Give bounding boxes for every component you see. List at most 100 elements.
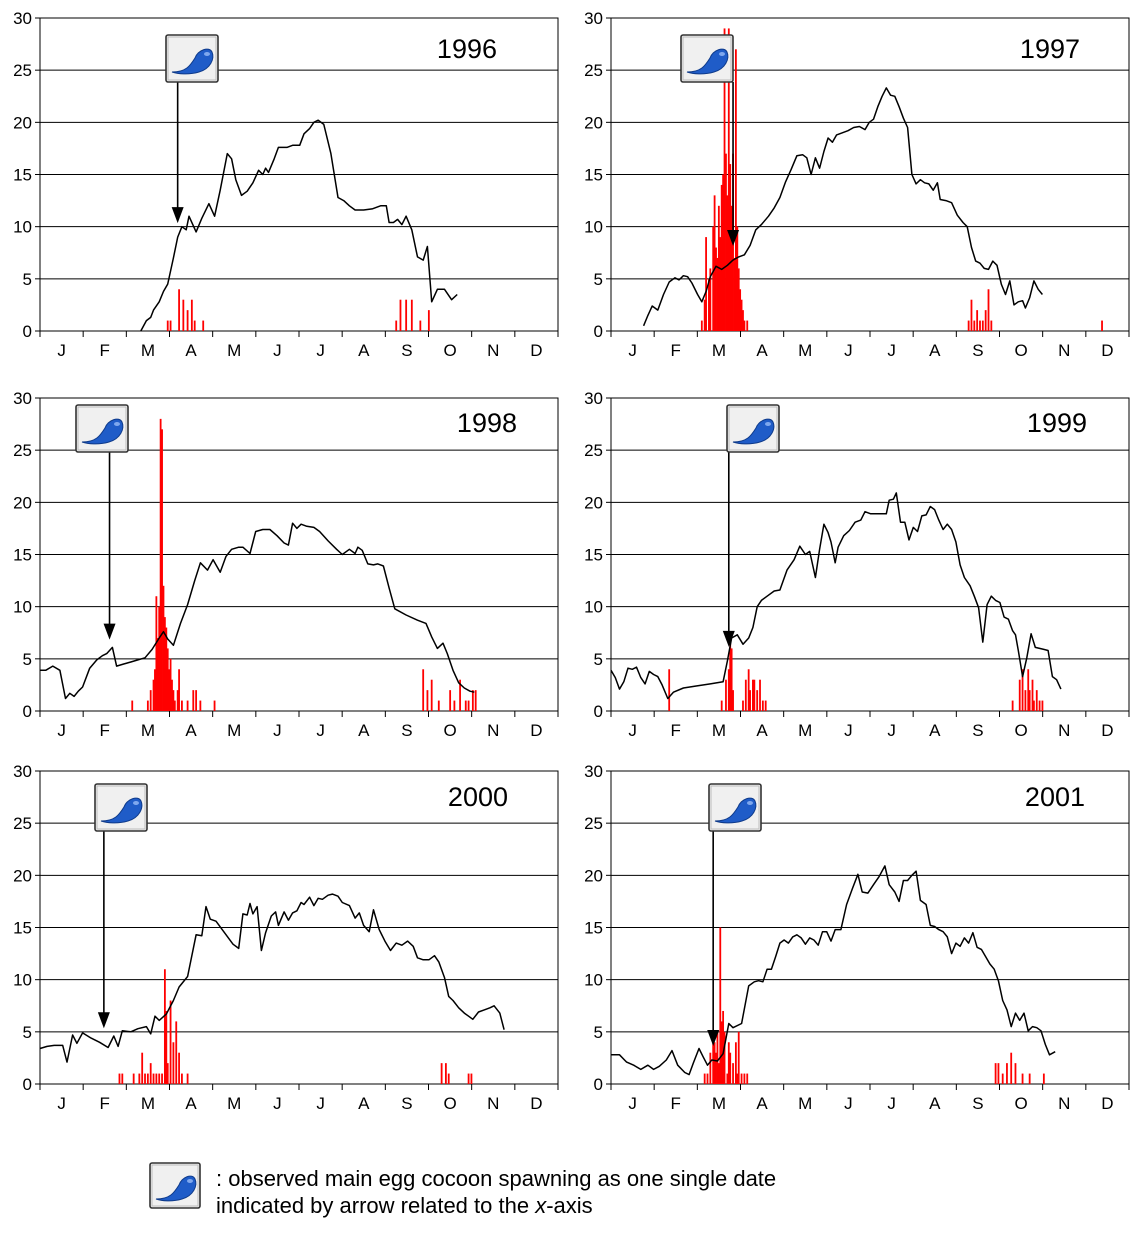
spawning-bar [176, 690, 179, 711]
spawning-bar [736, 226, 739, 331]
spawning-bar [447, 1073, 450, 1084]
spawning-bar [708, 278, 710, 331]
spawning-bar [987, 289, 990, 331]
y-tick-label: 25 [584, 814, 603, 833]
temperature-line [40, 522, 475, 700]
icon-frame [680, 34, 734, 83]
month-label: A [756, 341, 768, 360]
spawning-bar [437, 700, 440, 711]
spawning-bar [727, 28, 730, 332]
spawning-bar [737, 268, 740, 331]
icon-inner-frame [682, 36, 732, 81]
spawning-bar [729, 637, 732, 711]
spawning-bar [740, 1073, 743, 1084]
month-label: O [1014, 341, 1027, 360]
month-label: M [798, 1094, 812, 1113]
month-label: A [185, 721, 197, 740]
spawning-bar [161, 429, 163, 711]
spawning-bar [716, 1031, 719, 1084]
month-label: J [628, 721, 637, 740]
spawning-bar [725, 679, 727, 711]
spawning-bar [756, 690, 759, 711]
y-tick-label: 15 [584, 546, 603, 565]
spawning-bar [181, 1073, 183, 1084]
spawning-bar [449, 690, 452, 711]
spawning-bar [1010, 1052, 1013, 1084]
month-label: A [358, 1094, 370, 1113]
month-label: A [185, 341, 197, 360]
spawning-bar [764, 700, 767, 711]
spawning-bar [749, 690, 751, 711]
month-label: M [141, 341, 155, 360]
month-label: S [972, 721, 983, 740]
month-label: J [273, 1094, 282, 1113]
spawning-bar [202, 320, 205, 331]
month-label: S [972, 1094, 983, 1113]
icon-inner-frame [710, 785, 760, 830]
spawning-bar [734, 49, 737, 332]
temperature-line [611, 865, 1056, 1076]
chart-1998: 0 5 10 15 20 25 30 J F M A M J J A S O N D 1998 [13, 389, 559, 740]
spawning-bar [1006, 1063, 1008, 1084]
spawning-bar [467, 700, 470, 711]
spawning-bar [1033, 700, 1035, 711]
spawning-arrow-head [707, 1030, 720, 1047]
y-tick-label: 20 [584, 866, 603, 885]
spawning-bar [161, 1073, 163, 1084]
spawning-bar [146, 1073, 149, 1084]
month-label: D [530, 721, 542, 740]
month-label: F [100, 1094, 110, 1113]
cocoon-shape [686, 48, 729, 75]
spawning-bar [155, 1073, 158, 1084]
cocoon-shape [732, 418, 775, 445]
spawning-bar [713, 195, 716, 331]
chart-2001: 0 5 10 15 20 25 30 J F M A M J J A S O N D 2001 [584, 762, 1130, 1113]
y-tick-label: 25 [13, 814, 32, 833]
egg-cocoon-icon [75, 404, 129, 453]
spawning-bar [717, 1063, 720, 1084]
month-label: S [401, 341, 412, 360]
spawning-bar [163, 969, 166, 1084]
spawning-bar [722, 174, 725, 331]
y-tick-label: 5 [23, 1023, 32, 1042]
spawning-bar [976, 310, 979, 331]
spawning-bar [761, 700, 764, 711]
spawning-bar [1027, 669, 1030, 711]
month-label: D [1101, 341, 1113, 360]
spawning-bar [178, 1052, 180, 1084]
spawning-bar [1028, 1073, 1031, 1084]
y-tick-label: 30 [13, 9, 32, 28]
spawning-bar [426, 690, 429, 711]
y-tick-label: 15 [584, 919, 603, 938]
spawning-bar [430, 679, 433, 711]
month-label: J [273, 721, 282, 740]
cocoon-highlight [747, 801, 753, 805]
icon-inner-frame [77, 406, 127, 451]
spawning-bar [186, 310, 189, 331]
spawning-bar [759, 679, 761, 711]
spawning-bar [712, 226, 715, 331]
spawning-bar [149, 690, 152, 711]
month-label: N [1058, 721, 1070, 740]
y-tick-label: 5 [594, 650, 603, 669]
spawning-bar [973, 320, 976, 331]
cocoon-shape [714, 797, 757, 824]
month-label: M [227, 341, 241, 360]
spawning-bar [727, 669, 730, 711]
spawning-bar [199, 700, 202, 711]
spawning-bar [740, 299, 743, 331]
spawning-bar [470, 1073, 473, 1084]
month-label: F [671, 341, 681, 360]
month-label: M [712, 721, 726, 740]
spawning-bar [471, 690, 474, 711]
month-label: D [530, 341, 542, 360]
spawning-bar [997, 1063, 1000, 1084]
spawning-bar [144, 1073, 146, 1084]
temperature-line [610, 492, 1062, 700]
spawning-bar [716, 257, 719, 331]
spawning-bar [186, 1073, 189, 1084]
spawning-bar [733, 257, 736, 331]
month-label: A [756, 1094, 768, 1113]
cocoon-highlight [204, 52, 210, 56]
month-label: F [671, 721, 681, 740]
